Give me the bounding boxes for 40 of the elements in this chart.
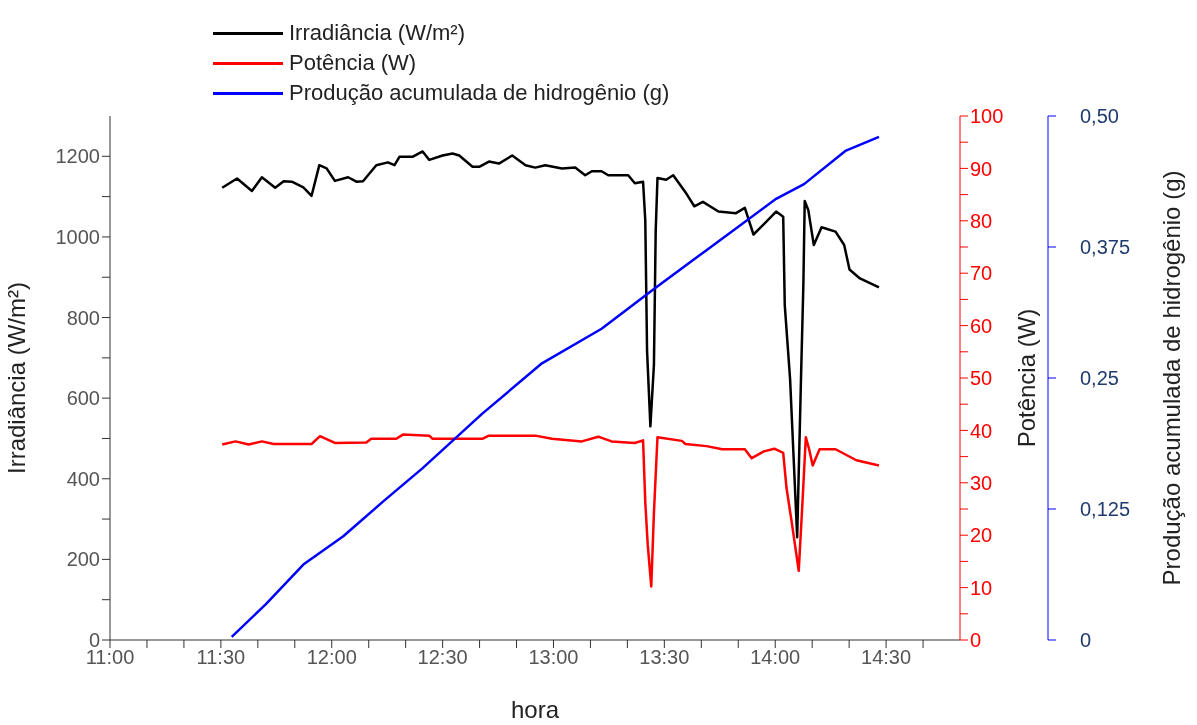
y-tick-label: 800 [66,306,100,329]
x-tick-label: 14:00 [750,646,801,669]
legend-label: Potência (W) [289,50,417,76]
y-tick-label: 1200 [55,145,100,168]
x-tick-label: 13:30 [639,646,690,669]
y-tick-label: 400 [66,467,100,490]
line-series [220,150,881,539]
x-tick-label: 12:30 [417,646,468,669]
y2-tick-label: 80 [970,209,993,232]
y2-tick-label: 100 [970,105,1004,128]
y-tick-label: 200 [66,548,100,571]
x-tick-label: 11:30 [196,646,246,669]
x-tick-label: 11:00 [85,646,135,669]
y-axis-title: Irradiância (W/m²) [2,281,30,475]
y2-tick-label: 90 [970,157,993,180]
x-axis-title: hora [510,696,560,723]
y3-tick-label: 0,25 [1080,367,1119,390]
line-series [220,433,881,588]
legend-label: Produção acumulada de hidrogênio (g) [289,80,670,106]
y2-tick-label: 10 [970,576,993,599]
y2-tick-label: 30 [970,471,993,494]
y3-tick-label: 0,125 [1080,498,1131,521]
x-tick-label: 13:00 [528,646,579,669]
y2-tick-label: 50 [970,367,993,390]
x-tick-label: 12:00 [306,646,357,669]
y2-tick-label: 0 [970,629,982,652]
y2-tick-label: 40 [970,419,993,442]
y2-axis-title: Potência (W) [1012,308,1040,448]
y-tick-label: 600 [66,387,100,410]
line-series [230,135,881,639]
x-tick-label: 14:30 [861,646,912,669]
legend-label: Irradiância (W/m²) [289,20,466,46]
y3-tick-label: 0,50 [1080,105,1119,128]
y2-tick-label: 20 [970,524,993,547]
y2-tick-label: 70 [970,262,993,285]
y2-tick-label: 60 [970,314,993,337]
y3-axis-title: Produção acumulada de hidrogênio (g) [1157,170,1185,586]
y-tick-label: 1000 [55,226,100,249]
y3-tick-label: 0,375 [1080,236,1131,259]
y3-tick-label: 0 [1080,629,1092,652]
